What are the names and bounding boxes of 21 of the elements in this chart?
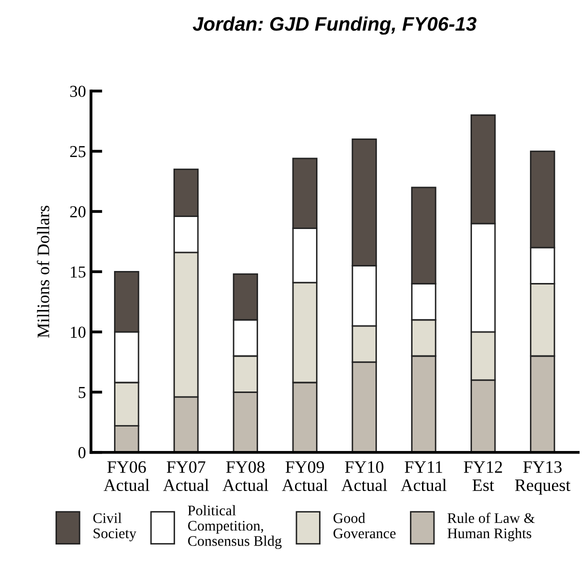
y-tick-label: 25 <box>70 146 86 158</box>
x-tick-label: FY09 Actual <box>282 461 328 492</box>
x-tick-label: FY08 Actual <box>222 461 268 492</box>
y-tick-label: 5 <box>78 387 86 398</box>
x-tick-label: FY11 Actual <box>400 461 447 492</box>
y-tick-label: 30 <box>70 86 86 97</box>
x-tick-label: FY12 Est <box>464 461 502 492</box>
legend-label: Political Competition, Consensus Bldg <box>188 505 282 549</box>
y-axis-title: Millions of Dollars <box>36 206 50 338</box>
y-tick-label: 20 <box>70 206 86 218</box>
x-tick-label: FY06 Actual <box>104 461 150 492</box>
x-tick-label: FY07 Actual <box>163 461 209 492</box>
y-tick-label: 0 <box>78 447 86 458</box>
x-tick-label: FY10 Actual <box>341 461 388 492</box>
y-tick-label: 10 <box>70 326 86 338</box>
y-tick-label: 15 <box>70 266 86 278</box>
x-tick-label: FY13 Request <box>515 461 570 495</box>
legend-label: Good Goverance <box>334 512 396 538</box>
legend-label: Rule of Law & Human Rights <box>448 512 535 542</box>
chart-title: Jordan: GJD Funding, FY06-13 <box>192 16 476 35</box>
legend-label: Civil Society <box>93 512 136 542</box>
